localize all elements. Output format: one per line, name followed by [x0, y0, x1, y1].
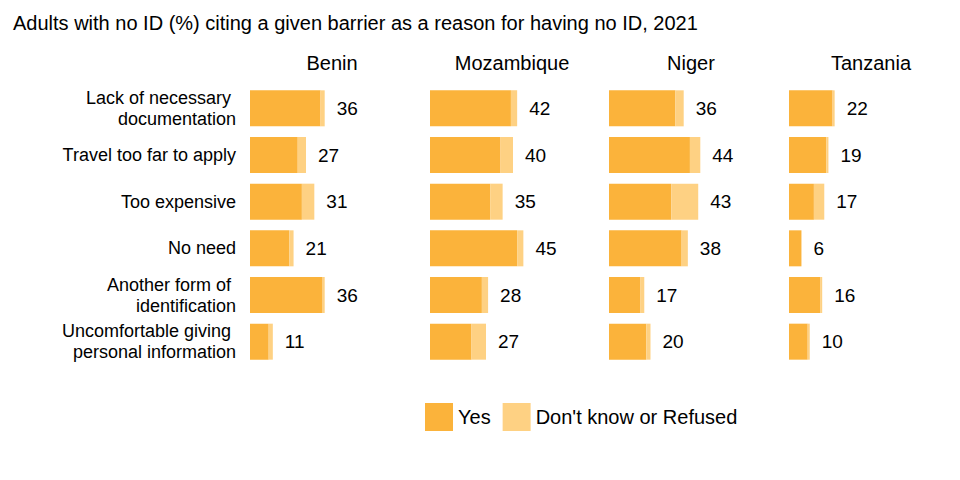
svg-text:28: 28 [500, 285, 521, 306]
svg-text:Benin: Benin [306, 52, 357, 74]
svg-text:36: 36 [337, 285, 358, 306]
svg-text:27: 27 [318, 145, 339, 166]
svg-text:16: 16 [834, 285, 855, 306]
svg-text:Another form of: Another form of [107, 275, 236, 295]
svg-text:36: 36 [337, 98, 358, 119]
svg-text:36: 36 [696, 98, 717, 119]
svg-text:43: 43 [710, 191, 731, 212]
svg-text:22: 22 [847, 98, 868, 119]
svg-text:Niger: Niger [667, 52, 715, 74]
svg-text:documentation: documentation [118, 109, 236, 129]
svg-text:17: 17 [836, 191, 857, 212]
svg-text:Travel too far to apply: Travel too far to apply [63, 145, 236, 165]
svg-text:No need: No need [168, 238, 236, 258]
svg-text:personal information: personal information [73, 342, 236, 362]
svg-text:Mozambique: Mozambique [455, 52, 570, 74]
svg-text:11: 11 [285, 331, 305, 352]
svg-text:6: 6 [813, 238, 824, 259]
svg-text:45: 45 [535, 238, 556, 259]
svg-text:21: 21 [306, 238, 327, 259]
svg-text:Tanzania: Tanzania [831, 52, 912, 74]
svg-text:38: 38 [700, 238, 721, 259]
svg-text:19: 19 [840, 145, 861, 166]
svg-text:40: 40 [525, 145, 546, 166]
svg-text:Yes: Yes [458, 406, 491, 428]
svg-text:Don't know or Refused: Don't know or Refused [536, 406, 738, 428]
svg-text:44: 44 [712, 145, 734, 166]
svg-text:Uncomfortable giving: Uncomfortable giving [62, 321, 236, 341]
svg-text:Too expensive: Too expensive [121, 192, 236, 212]
svg-text:31: 31 [326, 191, 347, 212]
svg-text:27: 27 [498, 331, 519, 352]
svg-text:42: 42 [529, 98, 550, 119]
svg-text:Lack of necessary: Lack of necessary [86, 88, 236, 108]
svg-text:identification: identification [136, 296, 236, 316]
svg-text:17: 17 [656, 285, 677, 306]
svg-text:10: 10 [822, 331, 843, 352]
svg-text:35: 35 [515, 191, 536, 212]
svg-text:Adults with no ID (%) citing a: Adults with no ID (%) citing a given bar… [13, 12, 698, 34]
svg-text:20: 20 [663, 331, 684, 352]
